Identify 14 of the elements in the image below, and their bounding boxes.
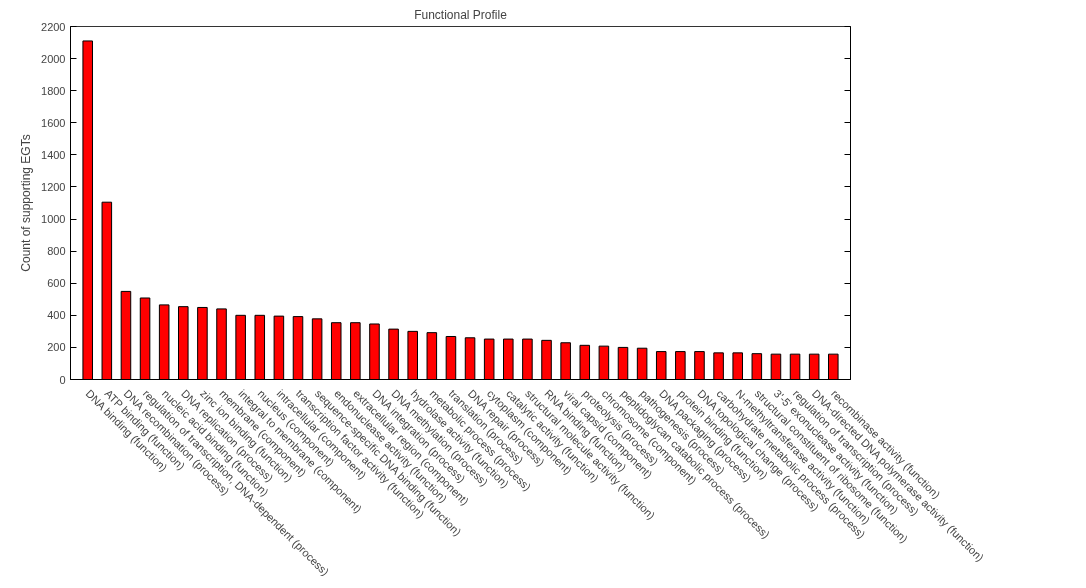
y-tick-label: 200	[47, 341, 66, 354]
y-tick-label: 1200	[41, 180, 66, 193]
y-tick-label: 600	[47, 277, 66, 290]
y-tick-label: 1000	[41, 213, 66, 226]
chart-title: Functional Profile	[414, 7, 508, 22]
y-tick-label: 1400	[41, 148, 66, 161]
y-tick-label: 1800	[41, 84, 66, 97]
y-tick-label: 800	[47, 245, 66, 258]
y-tick-label: 400	[47, 309, 66, 322]
y-tick-label: 1600	[41, 116, 66, 129]
y-tick-label: 2000	[41, 52, 66, 65]
y-tick-label: 2200	[41, 20, 66, 33]
y-tick-label: 0	[59, 373, 66, 386]
y-axis-title: Count of supporting EGTs	[19, 134, 34, 272]
